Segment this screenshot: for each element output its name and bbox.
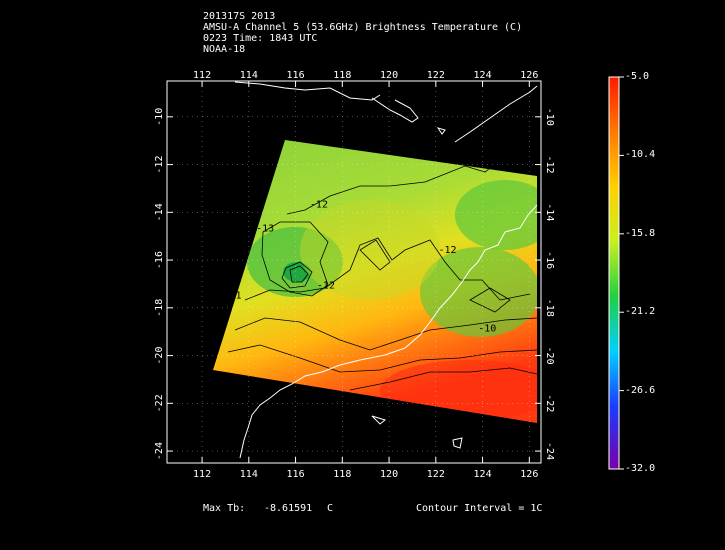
contour-label: -12 [438, 245, 456, 256]
contour-line [261, 221, 329, 297]
lon-label-bottom: 120 [380, 469, 398, 480]
contour-line [281, 261, 313, 289]
max-tb-unit: C [327, 503, 334, 514]
lat-label-right: -14 [544, 203, 555, 221]
lon-label-bottom: 122 [427, 469, 445, 480]
grid-lines [167, 81, 541, 463]
lat-label-left: -10 [154, 108, 165, 126]
contour-label: -12 [310, 200, 328, 211]
coastlines [234, 81, 538, 459]
coastline-island [371, 415, 387, 425]
lon-label-bottom: 118 [333, 469, 351, 480]
coastline-java [234, 81, 381, 101]
product-title: 201317S 2013 [203, 11, 276, 22]
lon-label-top: 124 [474, 70, 492, 81]
contour-label: -12 [317, 281, 335, 292]
lat-label-left: -20 [154, 347, 165, 365]
lon-label-top: 116 [287, 70, 305, 81]
lon-label-bottom: 126 [520, 469, 538, 480]
coastline-island [436, 127, 446, 135]
lon-label-top: 112 [193, 70, 211, 81]
contour-line [359, 239, 391, 271]
lon-label-bottom: 124 [474, 469, 492, 480]
colorbar-ticks [619, 76, 624, 470]
contour-line [286, 159, 501, 215]
lon-label-top: 120 [380, 70, 398, 81]
max-tb-value: -8.61591 [264, 503, 313, 514]
max-tb-label: Max Tb: [203, 503, 246, 514]
lon-label-bottom: 112 [193, 469, 211, 480]
coastline-bali-lombok [371, 97, 419, 123]
lon-label-top: 122 [427, 70, 445, 81]
lat-label-left: -18 [154, 299, 165, 317]
lat-label-right: -16 [544, 251, 555, 269]
lat-label-left: -12 [154, 156, 165, 174]
lat-label-right: -10 [544, 108, 555, 126]
colorbar-label: -10.4 [625, 149, 656, 161]
contour-line [349, 367, 538, 391]
longitude-labels: 112 112 114 114 116 116 118 118 120 120 122 122 124 1… [193, 70, 538, 480]
lat-label-right: -20 [544, 347, 555, 365]
colorbar-label: -5.0 [625, 71, 650, 82]
coastline-timor [454, 85, 538, 143]
time-title: 0223 Time: 1843 UTC [203, 33, 318, 44]
colorbar-label: -15.8 [625, 227, 656, 239]
lat-label-left: -22 [154, 394, 165, 412]
coastline-island [452, 437, 463, 449]
lat-label-right: -24 [544, 442, 555, 460]
contour-label: -11 [223, 290, 241, 301]
lon-label-bottom: 116 [287, 469, 305, 480]
lat-label-left: -14 [154, 203, 165, 221]
colorbar-label: -26.6 [625, 384, 656, 396]
colorbar [608, 76, 620, 470]
lon-label-top: 118 [333, 70, 351, 81]
colorbar-label: -21.2 [625, 306, 656, 318]
lat-label-right: -12 [544, 156, 555, 174]
lat-label-right: -22 [544, 394, 555, 412]
contour-labels: -12 -13 -12 -12 -11 -10 [223, 200, 496, 335]
contour-line [234, 317, 538, 351]
contour-line [289, 265, 309, 283]
satellite-title: NOAA-18 [203, 44, 246, 55]
map-frame [166, 80, 542, 464]
contour-label: -13 [256, 223, 274, 234]
lat-label-right: -18 [544, 299, 555, 317]
coastline-north-australia [239, 204, 538, 459]
contour-interval: Contour Interval = 1C [416, 503, 543, 514]
colorbar-label: -32.0 [625, 463, 656, 474]
lat-label-left: -24 [154, 442, 165, 460]
lon-label-bottom: 114 [240, 469, 258, 480]
lon-label-top: 114 [240, 70, 258, 81]
contour-line [227, 344, 538, 373]
lon-label-top: 126 [520, 70, 538, 81]
latitude-labels: -10 -10 -12 -12 -14 -14 -16 -16 -18 -18 -20 -20 -22 -… [154, 108, 555, 460]
channel-title: AMSU-A Channel 5 (53.6GHz) Brightness Te… [203, 22, 523, 33]
contour-line [469, 287, 511, 313]
contour-label: -10 [478, 324, 496, 335]
lat-label-left: -16 [154, 251, 165, 269]
